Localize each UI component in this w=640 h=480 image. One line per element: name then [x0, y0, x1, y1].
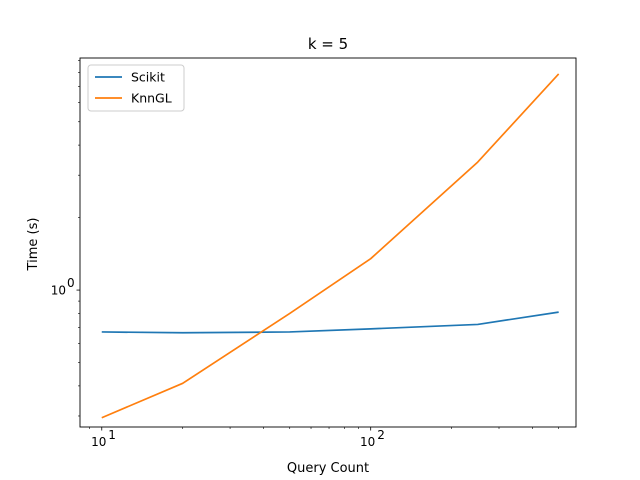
y-tick-label: 10 — [51, 284, 66, 298]
x-tick-exponent: 1 — [108, 428, 116, 442]
chart-title: k = 5 — [308, 35, 348, 53]
y-axis-label: Time (s) — [26, 218, 41, 272]
y-axis: 100 — [51, 59, 80, 417]
y-tick-exponent: 0 — [67, 276, 75, 290]
plot-area — [101, 73, 560, 419]
legend: Scikit KnnGL — [87, 64, 185, 112]
series-line-1 — [101, 73, 560, 419]
plot-frame — [79, 57, 577, 428]
legend-label-1: KnnGL — [131, 91, 172, 106]
legend-label-0: Scikit — [131, 70, 165, 85]
x-tick-exponent: 2 — [377, 428, 385, 442]
x-tick-label: 10 — [91, 435, 106, 449]
x-tick-label: 10 — [360, 435, 375, 449]
x-axis: 10 1 10 2 — [89, 427, 559, 449]
x-axis-label: Query Count — [287, 461, 369, 476]
series-line-0 — [101, 311, 559, 334]
